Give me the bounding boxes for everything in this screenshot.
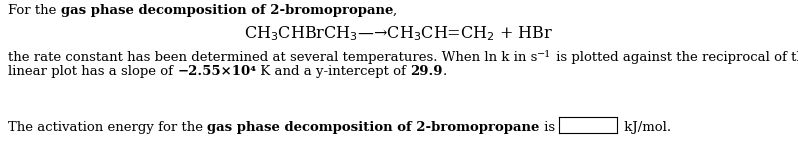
Text: .: .: [443, 65, 447, 78]
Text: The activation energy for the: The activation energy for the: [8, 121, 207, 134]
Text: CH$_3$CHBrCH$_3$—→CH$_3$CH=CH$_2$ + HBr: CH$_3$CHBrCH$_3$—→CH$_3$CH=CH$_2$ + HBr: [244, 24, 554, 43]
Text: is: is: [539, 121, 555, 134]
Text: linear plot has a slope of: linear plot has a slope of: [8, 65, 177, 78]
Text: −2.55×10⁴: −2.55×10⁴: [177, 65, 256, 78]
Text: the rate constant has been determined at several temperatures. When ln k in s: the rate constant has been determined at…: [8, 51, 537, 64]
Text: K and a y-intercept of: K and a y-intercept of: [256, 65, 410, 78]
Text: kJ/mol.: kJ/mol.: [620, 121, 671, 134]
Text: 29.9: 29.9: [410, 65, 443, 78]
Text: For the: For the: [8, 4, 61, 17]
Text: is plotted against the reciprocal of the Kelvin temperature, the resulting: is plotted against the reciprocal of the…: [551, 51, 798, 64]
Text: gas phase decomposition of 2-bromopropane: gas phase decomposition of 2-bromopropan…: [61, 4, 393, 17]
Text: −1: −1: [537, 50, 551, 59]
Text: gas phase decomposition of 2-bromopropane: gas phase decomposition of 2-bromopropan…: [207, 121, 539, 134]
Text: ,: ,: [393, 4, 397, 17]
